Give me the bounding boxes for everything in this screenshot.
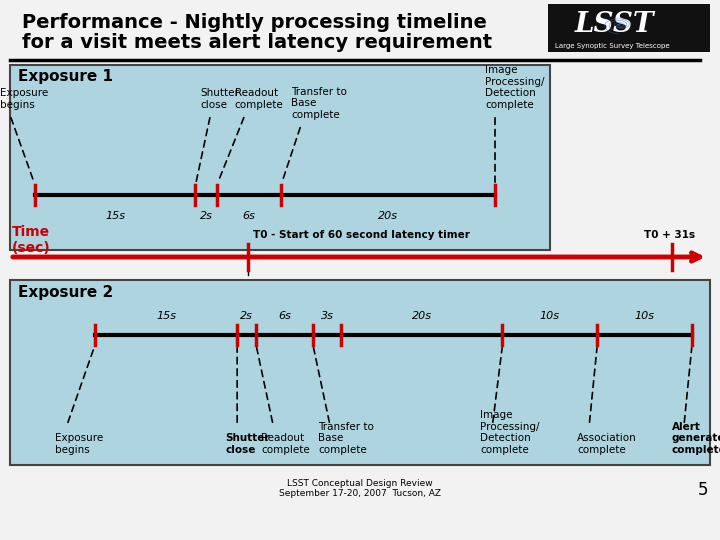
- Text: Alert
generate
complete: Alert generate complete: [672, 422, 720, 455]
- Text: Large Synoptic Survey Telescope: Large Synoptic Survey Telescope: [555, 43, 670, 49]
- Text: Shutter
close: Shutter close: [200, 89, 239, 110]
- Text: Exposure 2: Exposure 2: [18, 285, 113, 300]
- Text: Readout
complete: Readout complete: [261, 434, 310, 455]
- Text: 3s: 3s: [320, 311, 333, 321]
- Text: September 17-20, 2007  Tucson, AZ: September 17-20, 2007 Tucson, AZ: [279, 489, 441, 497]
- Bar: [10, 65, 550, 250]
- Text: 20s: 20s: [412, 311, 432, 321]
- Text: for a visit meets alert latency requirement: for a visit meets alert latency requirem…: [22, 33, 492, 52]
- Text: Transfer to
Base
complete: Transfer to Base complete: [291, 87, 347, 120]
- Text: LSST Conceptual Design Review: LSST Conceptual Design Review: [287, 478, 433, 488]
- Text: Image
Processing/
Detection
complete: Image Processing/ Detection complete: [480, 410, 540, 455]
- Text: LSST: LSST: [575, 11, 654, 38]
- Text: 2s: 2s: [199, 211, 212, 221]
- Text: T0 + 31s: T0 + 31s: [644, 230, 696, 240]
- Text: Exposure 1: Exposure 1: [18, 70, 113, 84]
- Text: Readout
complete: Readout complete: [235, 89, 284, 110]
- Text: 20s: 20s: [378, 211, 398, 221]
- Text: Association
complete: Association complete: [577, 434, 637, 455]
- Text: 6s: 6s: [278, 311, 291, 321]
- Text: 10s: 10s: [634, 311, 654, 321]
- Text: Transfer to
Base
complete: Transfer to Base complete: [318, 422, 374, 455]
- Text: 6s: 6s: [243, 211, 256, 221]
- Text: Exposure
begins: Exposure begins: [55, 434, 103, 455]
- Text: 15s: 15s: [105, 211, 125, 221]
- Text: Performance - Nightly processing timeline: Performance - Nightly processing timelin…: [22, 14, 487, 32]
- Text: Shutter
close: Shutter close: [225, 434, 270, 455]
- Text: Time
(sec): Time (sec): [12, 225, 50, 255]
- Text: 10s: 10s: [540, 311, 560, 321]
- Text: 2s: 2s: [240, 311, 253, 321]
- Bar: [548, 4, 710, 52]
- Bar: [10, 280, 710, 465]
- Text: Image
Processing/
Detection
complete: Image Processing/ Detection complete: [485, 65, 544, 110]
- Text: T0 - Start of 60 second latency timer: T0 - Start of 60 second latency timer: [253, 230, 470, 240]
- Text: 5: 5: [698, 481, 708, 499]
- Text: 15s: 15s: [156, 311, 176, 321]
- Text: Exposure
begins: Exposure begins: [0, 89, 48, 110]
